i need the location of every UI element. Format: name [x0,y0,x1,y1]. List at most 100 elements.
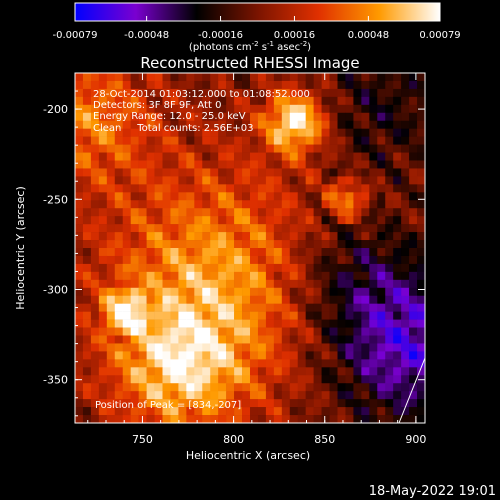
heatmap-cell [345,351,354,360]
heatmap-cell [289,271,299,281]
heatmap-cell [202,136,211,145]
heatmap-cell [154,375,163,384]
heatmap-cell [265,96,275,106]
heatmap-cell [305,208,314,217]
heatmap-cell [337,152,346,161]
heatmap-cell [146,224,155,233]
heatmap-cell [98,168,108,177]
heatmap-cell [218,216,227,225]
heatmap-cell [122,208,131,217]
heatmap-cell [234,359,243,368]
heatmap-cell [210,375,219,384]
heatmap-cell [234,168,243,177]
heatmap-cell [242,351,251,360]
heatmap-cell [385,160,394,169]
heatmap-cell [75,255,84,265]
heatmap-cell [218,112,227,122]
heatmap-cell [250,407,259,416]
heatmap-cell [250,152,259,161]
heatmap-cell [409,200,418,209]
heatmap-cell [90,359,100,368]
heatmap-cell [162,335,171,344]
heatmap-cell [329,104,338,114]
heatmap-cell [297,216,306,225]
heatmap-cell [345,255,354,265]
heatmap-cell [385,184,394,193]
heatmap-cell [409,407,418,416]
heatmap-cell [377,351,386,360]
heatmap-cell [345,184,354,193]
heatmap-cell [242,255,251,265]
heatmap-cell [297,327,306,336]
heatmap-cell [178,208,187,217]
heatmap-cell [369,208,378,217]
heatmap-cell [82,240,92,249]
heatmap-cell [265,255,275,265]
heatmap-cell [146,271,155,281]
heatmap-cell [409,168,418,177]
heatmap-cell [122,152,131,161]
heatmap-cell [409,327,418,336]
heatmap-cell [210,248,219,257]
heatmap-cell [417,391,425,400]
heatmap-cell [377,319,386,328]
heatmap-cell [106,208,116,217]
heatmap-cell [289,248,299,257]
heatmap-cell [82,128,92,137]
heatmap-cell [297,343,306,352]
heatmap-cell [178,73,187,82]
heatmap-cell [321,240,330,249]
heatmap-cell [210,311,219,320]
heatmap-cell [178,176,187,185]
heatmap-cell [393,279,402,289]
heatmap-cell [401,168,410,177]
heatmap-cell [154,415,163,423]
heatmap-cell [90,160,100,169]
heatmap-cell [385,263,394,273]
heatmap-cell [273,104,283,114]
heatmap-cell [82,120,92,129]
heatmap-cell [106,232,116,241]
heatmap-cell [361,80,370,90]
heatmap-cell [297,303,306,312]
heatmap-cell [393,311,402,320]
heatmap-cell [409,232,418,241]
heatmap-cell [106,303,116,312]
heatmap-cell [369,200,378,209]
heatmap-cell [202,232,211,241]
heatmap-cell [361,327,370,336]
heatmap-cell [242,208,251,217]
heatmap-cell [345,136,354,145]
heatmap-cell [234,367,243,376]
heatmap-cell [242,112,251,122]
heatmap-cell [273,391,283,400]
heatmap-cell [377,383,386,392]
heatmap-cell [385,136,394,145]
heatmap-cell [417,224,425,233]
heatmap-cell [401,359,410,368]
y-tick-label: -300 [43,283,68,296]
heatmap-cell [401,208,410,217]
heatmap-cell [313,351,322,360]
heatmap-cell [273,73,283,82]
heatmap-cell [250,303,259,312]
heatmap-cell [75,407,84,416]
heatmap-cell [226,287,235,297]
heatmap-cell [417,232,425,241]
heatmap-cell [265,295,275,304]
heatmap-cell [353,407,362,416]
heatmap-cell [417,152,425,161]
heatmap-cell [377,399,386,408]
heatmap-cell [218,303,227,312]
heatmap-cell [130,73,139,82]
heatmap-cell [138,383,147,392]
heatmap-cell [329,112,338,122]
colorbar-tick-label: 0.00048 [348,30,389,41]
heatmap-cell [369,359,378,368]
heatmap-cell [265,279,275,289]
heatmap-cell [154,80,163,90]
heatmap-cell [138,407,147,416]
heatmap-cell [178,120,187,129]
heatmap-cell [417,319,425,328]
heatmap-cell [90,279,100,289]
